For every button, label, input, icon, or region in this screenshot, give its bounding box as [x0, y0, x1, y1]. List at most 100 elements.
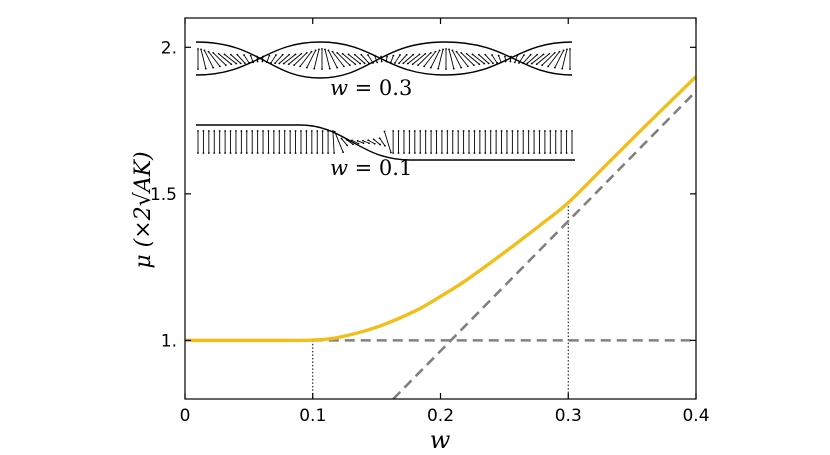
director-arrow-tip [245, 130, 248, 132]
director-arrow-tip [538, 130, 541, 132]
director-arrow-tip [356, 139, 359, 142]
director-arrow-tip [270, 62, 272, 64]
y-axis: 1. 1.5 2. [150, 38, 696, 351]
director-arrow [478, 54, 489, 64]
director-arrow-tip [565, 130, 568, 132]
inset-w01-arrows [197, 130, 573, 154]
director-arrow-tip [256, 55, 258, 58]
director-arrow-tip [510, 55, 512, 58]
director-arrow [437, 49, 444, 69]
director-arrow-tip [332, 130, 334, 132]
director-arrow-tip [455, 50, 458, 53]
director-arrow-tip [346, 144, 349, 147]
director-arrow-tip [212, 51, 215, 54]
director-arrow-tip [473, 130, 476, 132]
director-arrow [367, 139, 375, 145]
director-arrow [527, 54, 538, 64]
director-arrow-tip [274, 62, 276, 65]
director-arrow-tip [357, 142, 360, 145]
director-arrow-tip [561, 67, 564, 70]
director-arrow [250, 55, 254, 63]
director-arrow-tip [522, 130, 525, 132]
director-arrow-tip [360, 53, 363, 56]
director-arrow-tip [229, 152, 232, 154]
director-arrow-tip [240, 152, 243, 154]
director-arrow-tip [224, 64, 227, 67]
director-arrow-tip [327, 152, 329, 154]
director-arrow-tip [262, 152, 264, 154]
director-arrow-tip [492, 62, 494, 65]
director-arrow-tip [487, 62, 490, 65]
director-arrow-tip [392, 130, 395, 132]
director-arrow [200, 49, 207, 69]
director-arrow-tip [324, 48, 326, 51]
director-arrow [531, 53, 544, 65]
director-arrow-tip [429, 66, 432, 69]
director-arrow [452, 50, 462, 68]
director-arrow-tip [348, 64, 351, 67]
director-arrow-tip [511, 152, 514, 154]
director-arrow [536, 53, 550, 65]
director-arrow [491, 54, 498, 64]
director-arrow [270, 54, 277, 64]
director-arrow-tip [223, 53, 226, 56]
director-arrow-tip [373, 142, 376, 145]
director-arrow [390, 55, 394, 63]
director-arrow-tip [511, 130, 514, 132]
director-arrow-tip [345, 138, 348, 141]
director-arrow [313, 49, 320, 69]
director-arrow-tip [446, 152, 449, 154]
director-arrow-tip [554, 152, 557, 154]
director-arrow-tip [484, 152, 487, 154]
director-arrow-tip [367, 54, 369, 56]
director-arrow [236, 54, 246, 64]
director-arrow-tip [243, 54, 245, 56]
director-arrow [293, 52, 308, 66]
director-arrow [204, 50, 214, 68]
y-tick-label: 1.5 [150, 185, 177, 205]
director-arrow-tip [457, 130, 460, 132]
director-arrow [403, 54, 414, 64]
director-arrow [230, 54, 241, 64]
director-arrow [448, 49, 455, 69]
director-arrow-tip [207, 152, 210, 154]
director-arrow-tip [408, 130, 411, 132]
director-arrow-tip [523, 54, 525, 56]
director-arrow-tip [500, 130, 503, 132]
director-arrow-tip [441, 152, 443, 154]
director-arrow-tip [267, 130, 270, 132]
director-arrow-tip [313, 67, 316, 70]
director-arrow-tip [282, 62, 285, 65]
director-arrow-tip [518, 62, 520, 64]
director-arrow-tip [448, 48, 450, 51]
director-arrow-tip [207, 130, 210, 132]
director-arrow-tip [473, 152, 476, 154]
inset-w01: w = 0.1 [196, 124, 575, 180]
director-arrow-tip [203, 49, 206, 52]
y-axis-label: μ (×2√AK) [131, 151, 156, 268]
director-arrow-tip [569, 48, 571, 50]
director-arrow-tip [535, 63, 538, 66]
director-arrow-tip [468, 130, 470, 132]
director-arrow-tip [543, 152, 546, 154]
director-arrow-tip [213, 130, 216, 132]
director-arrow-tip [207, 50, 210, 53]
director-arrow-tip [327, 49, 330, 52]
director-arrow [299, 51, 312, 67]
director-arrow-tip [566, 48, 568, 51]
director-arrow-tip [218, 65, 221, 68]
director-arrow-tip [509, 60, 512, 63]
director-arrow [498, 55, 502, 63]
director-arrow-tip [460, 66, 463, 69]
director-arrow-tip [385, 60, 388, 63]
director-arrow-tip [495, 152, 498, 154]
director-arrow-tip [333, 152, 336, 154]
inset-w03-curve-a [195, 41, 573, 79]
director-arrow-tip [224, 152, 227, 154]
director-arrow [456, 51, 469, 67]
director-arrow-tip [314, 49, 317, 52]
director-arrow-tip [200, 48, 202, 51]
director-arrow-tip [560, 130, 563, 132]
director-arrow-tip [367, 139, 370, 142]
director-arrow-tip [516, 54, 519, 57]
